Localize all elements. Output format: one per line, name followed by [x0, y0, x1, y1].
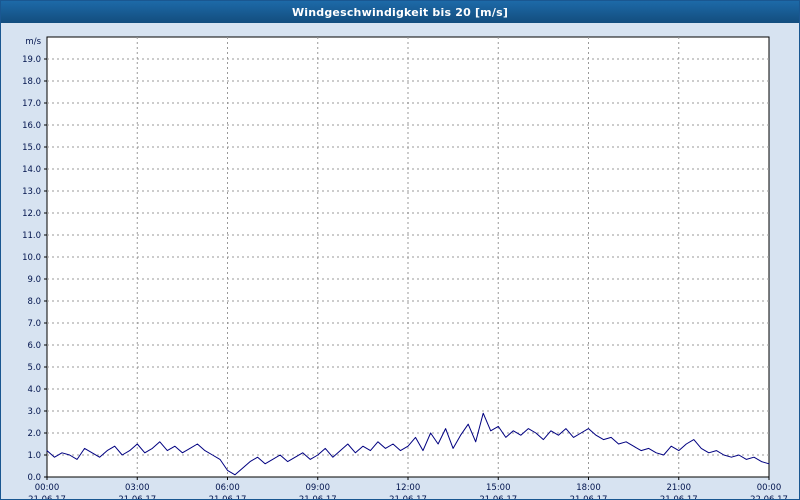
y-axis-labels: 0.0 1.0 2.0 3.0 4.0 5.0 6.0 7.0 8.0 9.0 10.0 11.0 12… [22, 37, 42, 483]
svg-text:15:00: 15:00 [486, 483, 511, 493]
svg-text:21.06.17: 21.06.17 [28, 495, 66, 500]
svg-text:19.0: 19.0 [22, 55, 41, 65]
svg-text:13.0: 13.0 [22, 187, 41, 197]
svg-text:21.06.17: 21.06.17 [209, 495, 247, 500]
svg-text:00:00: 00:00 [757, 483, 782, 493]
svg-text:2.0: 2.0 [27, 429, 41, 439]
x-axis-labels: 00:00 21.06.17 03:00 21.06.17 06:00 21.06.17 0… [28, 483, 788, 500]
svg-text:10.0: 10.0 [22, 253, 41, 263]
svg-text:12:00: 12:00 [396, 483, 421, 493]
svg-text:11.0: 11.0 [22, 231, 41, 241]
svg-text:1.0: 1.0 [27, 451, 41, 461]
svg-text:6.0: 6.0 [27, 341, 41, 351]
svg-text:9.0: 9.0 [27, 275, 41, 285]
y-axis-unit: m/s [25, 37, 41, 47]
svg-text:21.06.17: 21.06.17 [118, 495, 156, 500]
wind-chart-svg: 0.0 1.0 2.0 3.0 4.0 5.0 6.0 7.0 8.0 9.0 10.0 11.0 12… [22, 36, 788, 500]
svg-text:09:00: 09:00 [306, 483, 331, 493]
chart-title-bar: Windgeschwindigkeit bis 20 [m/s] [1, 1, 799, 23]
svg-text:3.0: 3.0 [27, 407, 41, 417]
gridlines [47, 37, 769, 477]
svg-text:15.0: 15.0 [22, 143, 41, 153]
svg-text:21.06.17: 21.06.17 [479, 495, 517, 500]
svg-text:00:00: 00:00 [35, 483, 60, 493]
wind-speed-line [46, 412, 770, 476]
svg-text:21:00: 21:00 [667, 483, 692, 493]
svg-text:17.0: 17.0 [22, 99, 41, 109]
svg-text:21.06.17: 21.06.17 [660, 495, 698, 500]
svg-text:03:00: 03:00 [125, 483, 150, 493]
svg-text:4.0: 4.0 [27, 385, 41, 395]
svg-text:06:00: 06:00 [215, 483, 240, 493]
chart-title: Windgeschwindigkeit bis 20 [m/s] [291, 5, 509, 19]
svg-text:21.06.17: 21.06.17 [389, 495, 427, 500]
svg-text:22.06.17: 22.06.17 [750, 495, 788, 500]
svg-text:21.06.17: 21.06.17 [299, 495, 337, 500]
svg-text:21.06.17: 21.06.17 [570, 495, 608, 500]
svg-text:0.0: 0.0 [27, 473, 41, 483]
svg-text:18.0: 18.0 [22, 77, 41, 87]
svg-text:8.0: 8.0 [27, 297, 41, 307]
svg-text:12.0: 12.0 [22, 209, 41, 219]
svg-text:14.0: 14.0 [22, 165, 41, 175]
svg-text:18:00: 18:00 [576, 483, 601, 493]
svg-text:7.0: 7.0 [27, 319, 41, 329]
svg-text:16.0: 16.0 [22, 121, 41, 131]
svg-text:5.0: 5.0 [27, 363, 41, 373]
